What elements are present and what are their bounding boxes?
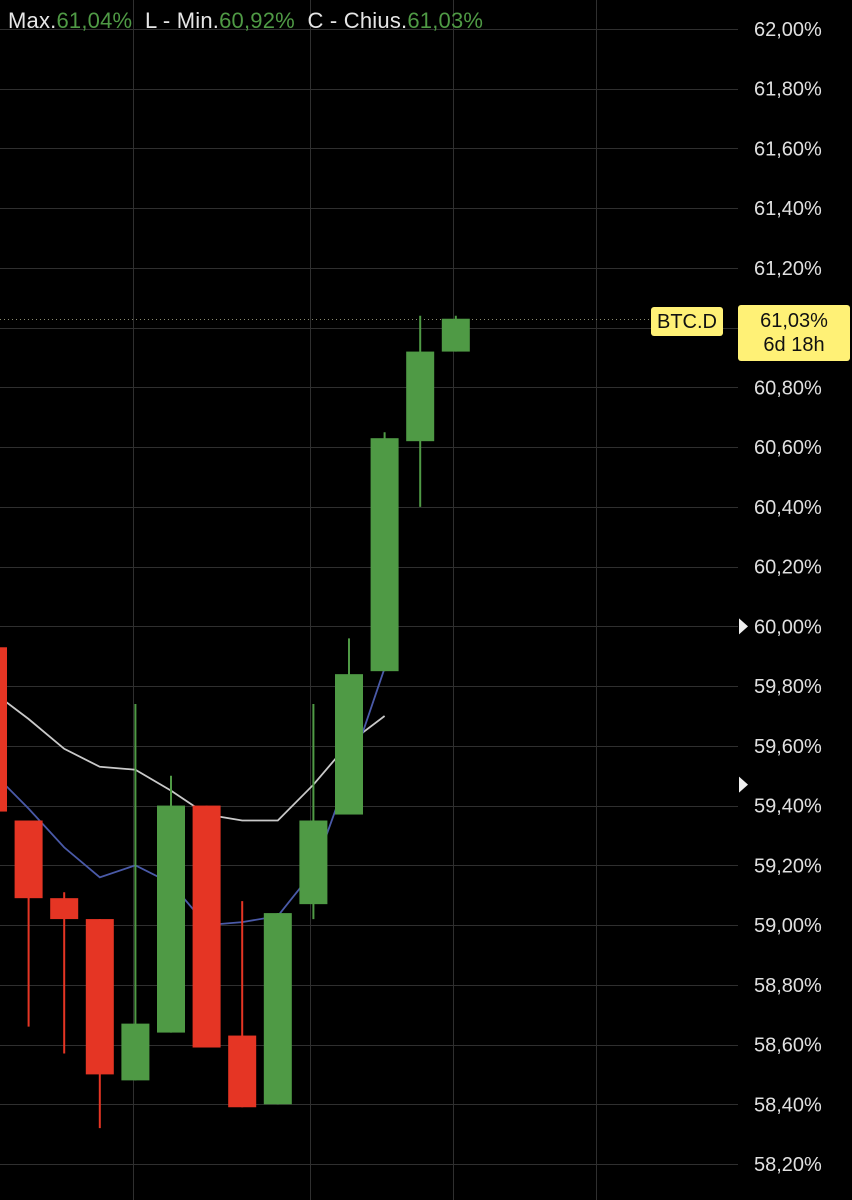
- candle[interactable]: [406, 315, 435, 507]
- candle[interactable]: [370, 432, 399, 672]
- y-tick-label: 61,20%: [754, 258, 822, 280]
- candle-body[interactable]: [50, 898, 79, 920]
- candle[interactable]: [192, 805, 221, 1048]
- candle[interactable]: [263, 913, 292, 1105]
- y-tick-label: 62,00%: [754, 19, 822, 41]
- candle[interactable]: [228, 901, 257, 1108]
- candle-body[interactable]: [0, 647, 7, 812]
- y-tick-label: 59,00%: [754, 915, 822, 937]
- candle-body[interactable]: [263, 913, 292, 1105]
- close-value: 61,03%: [407, 8, 484, 33]
- axis-marker-triangle[interactable]: [739, 776, 748, 793]
- candle[interactable]: [335, 638, 363, 815]
- candle-body[interactable]: [406, 351, 435, 442]
- y-tick-label: 58,80%: [754, 975, 822, 997]
- candle-countdown: 6d 18h: [763, 334, 825, 356]
- last-price-tag: 61,03% 6d 18h: [738, 305, 850, 361]
- y-tick-label: 61,40%: [754, 198, 822, 220]
- candle[interactable]: [299, 704, 328, 920]
- axis-marker-triangle[interactable]: [739, 618, 748, 635]
- y-tick-label: 60,80%: [754, 377, 822, 399]
- y-tick-label: 60,20%: [754, 557, 822, 579]
- candle-body[interactable]: [441, 318, 470, 352]
- y-axis[interactable]: 62,00% 61,80% 61,60% 61,40% 61,20% 60,80% 60,6…: [739, 19, 822, 1176]
- y-tick-label: 59,60%: [754, 736, 822, 758]
- y-tick-label: 58,20%: [754, 1154, 822, 1176]
- y-tick-label: 60,60%: [754, 437, 822, 459]
- candle-body[interactable]: [14, 820, 43, 899]
- candle-body[interactable]: [121, 1023, 150, 1081]
- low-value: 60,92%: [219, 8, 295, 33]
- grid-lines: [0, 0, 738, 1200]
- high-value: 61,04%: [56, 8, 133, 33]
- high-label: Max.: [8, 8, 57, 33]
- y-tick-label: 61,80%: [754, 79, 822, 101]
- symbol-tag: BTC.D: [651, 307, 723, 336]
- y-tick-label: 58,40%: [754, 1094, 822, 1116]
- candle[interactable]: [0, 647, 7, 812]
- candle-body[interactable]: [192, 805, 221, 1048]
- candle[interactable]: [85, 919, 114, 1129]
- y-tick-label: 60,40%: [754, 497, 822, 519]
- candle[interactable]: [50, 892, 79, 1054]
- candle-body[interactable]: [335, 674, 363, 815]
- candle[interactable]: [121, 704, 150, 1081]
- candles[interactable]: [0, 315, 470, 1129]
- candle-body[interactable]: [85, 919, 114, 1075]
- moving-average-white: [0, 696, 386, 822]
- candle[interactable]: [157, 775, 185, 1033]
- candle-body[interactable]: [370, 438, 399, 672]
- y-tick-label: 58,60%: [754, 1035, 822, 1057]
- last-price-value: 61,03%: [760, 310, 828, 332]
- candle-body[interactable]: [228, 1035, 257, 1108]
- candle-body[interactable]: [299, 820, 328, 905]
- y-tick-label: 61,60%: [754, 138, 822, 160]
- candle[interactable]: [441, 315, 470, 352]
- y-tick-label: 59,80%: [754, 676, 822, 698]
- low-label: L - Min.: [144, 8, 220, 33]
- close-label: C - Chius.: [307, 8, 408, 33]
- candle-body[interactable]: [157, 805, 185, 1033]
- candle[interactable]: [14, 820, 43, 1027]
- y-tick-label: 60,00%: [754, 616, 822, 638]
- y-tick-label: 59,20%: [754, 855, 822, 877]
- ohlc-legend: Max.61,04% L - Min.60,92% C - Chius.61,0…: [8, 8, 483, 34]
- y-tick-label: 59,40%: [754, 796, 822, 818]
